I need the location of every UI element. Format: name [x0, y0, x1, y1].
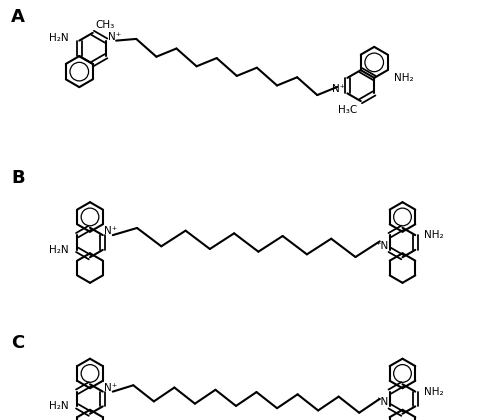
Text: NH₂: NH₂ [424, 387, 444, 396]
Text: ⁺N: ⁺N [375, 397, 388, 407]
Text: N⁺: N⁺ [332, 84, 345, 94]
Text: N⁺: N⁺ [108, 32, 122, 42]
Text: B: B [11, 168, 24, 186]
Text: N⁺: N⁺ [104, 226, 118, 236]
Text: NH₂: NH₂ [394, 73, 413, 83]
Text: H₃C: H₃C [338, 105, 357, 115]
Text: N⁺: N⁺ [104, 383, 118, 393]
Text: H₂N: H₂N [48, 402, 68, 411]
Text: CH₃: CH₃ [95, 21, 114, 30]
Text: H₂N: H₂N [48, 245, 68, 255]
Text: A: A [11, 8, 25, 26]
Text: C: C [11, 333, 24, 352]
Text: NH₂: NH₂ [424, 230, 444, 240]
Text: H₂N: H₂N [48, 33, 68, 43]
Text: ⁺N: ⁺N [375, 241, 388, 251]
